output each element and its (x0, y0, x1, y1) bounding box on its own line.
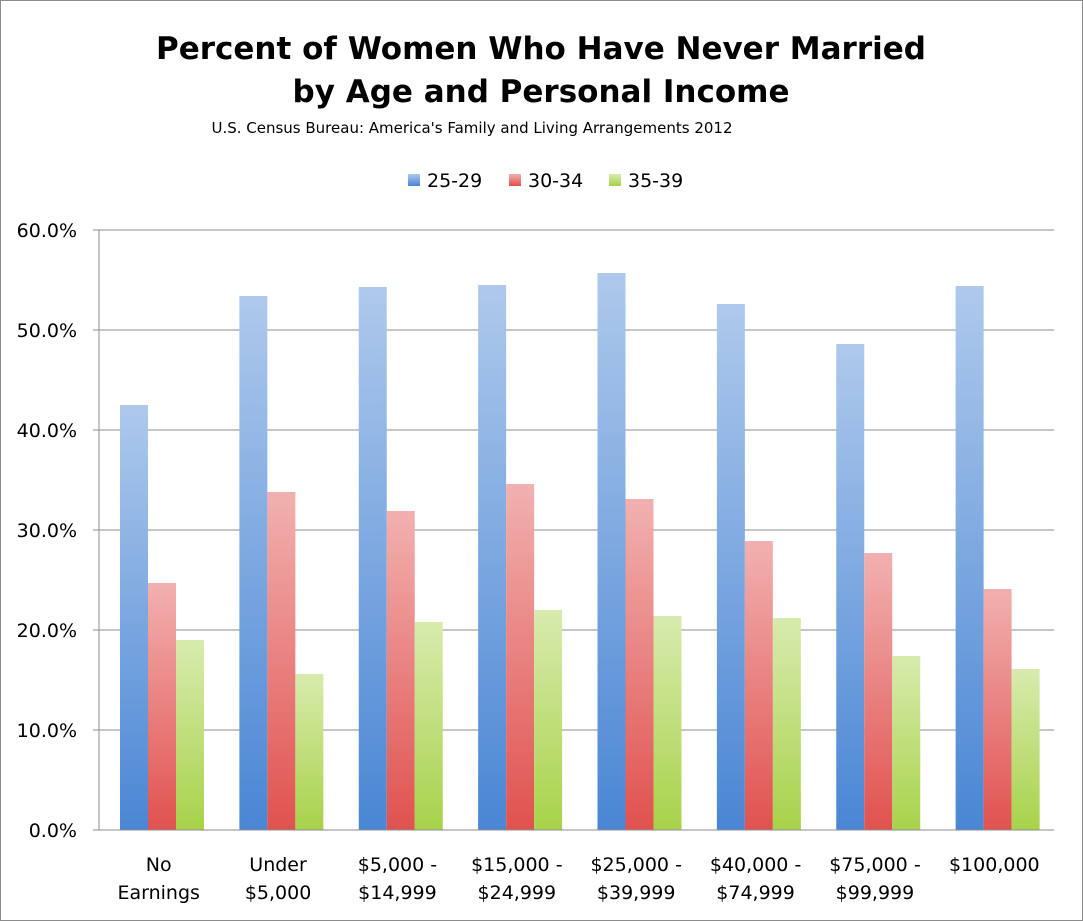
bar-25-29-1 (239, 296, 268, 830)
x-tick-label: $5,000 - (358, 854, 437, 876)
x-tick-label: Under (249, 854, 307, 876)
x-tick-label: $24,999 (478, 882, 557, 904)
bar-30-34-5 (744, 541, 773, 830)
x-tick-label: $74,999 (716, 882, 795, 904)
y-tick-label: 10.0% (17, 720, 77, 742)
y-tick-label: 20.0% (17, 620, 77, 642)
legend-swatch-30-34 (509, 174, 521, 186)
legend: 25-29 30-34 35-39 (408, 170, 683, 192)
bar-35-39-7 (1011, 669, 1040, 830)
x-tick-label: $39,999 (597, 882, 676, 904)
x-tick-label: $5,000 (245, 882, 311, 904)
chart-title-line-1: Percent of Women Who Have Never Married (156, 31, 926, 67)
bar-30-34-1 (267, 492, 296, 830)
y-axis: 0.0% 10.0% 20.0% 30.0% 40.0% 50.0% 60.0% (17, 220, 100, 842)
bar-30-34-6 (864, 553, 893, 830)
x-tick-label: $14,999 (358, 882, 437, 904)
x-tick-label: Earnings (117, 882, 199, 904)
x-tick-label: $40,000 - (710, 854, 801, 876)
bar-35-39-0 (176, 640, 204, 830)
bar-35-39-5 (772, 618, 801, 830)
bars (120, 273, 1040, 830)
bar-30-34-2 (386, 511, 415, 830)
bar-25-29-5 (716, 304, 745, 830)
x-tick-label: $100,000 (949, 854, 1040, 876)
bar-35-39-4 (653, 616, 682, 830)
bar-25-29-3 (478, 285, 507, 830)
legend-label-25-29: 25-29 (427, 170, 482, 192)
x-tick-label: $25,000 - (590, 854, 681, 876)
bar-25-29-7 (955, 286, 984, 830)
bar-35-39-6 (892, 656, 921, 830)
y-tick-label: 60.0% (17, 220, 77, 242)
x-tick-label: No (146, 854, 172, 876)
y-tick-label: 0.0% (29, 820, 77, 842)
y-tick-label: 50.0% (17, 320, 77, 342)
legend-label-35-39: 35-39 (628, 170, 683, 192)
legend-label-30-34: 30-34 (528, 170, 583, 192)
bar-30-34-0 (148, 583, 176, 830)
bar-35-39-3 (534, 610, 563, 830)
bar-35-39-1 (295, 674, 324, 830)
x-tick-label: $15,000 - (471, 854, 562, 876)
chart-title-line-2: by Age and Personal Income (293, 74, 790, 110)
x-tick-label: $99,999 (836, 882, 915, 904)
bar-25-29-0 (120, 405, 148, 830)
bar-25-29-4 (597, 273, 626, 830)
x-tick-label: $75,000 - (829, 854, 920, 876)
y-tick-label: 30.0% (17, 520, 77, 542)
legend-swatch-25-29 (408, 174, 420, 186)
bar-25-29-6 (836, 344, 865, 830)
bar-30-34-7 (983, 589, 1012, 830)
bar-25-29-2 (358, 287, 387, 830)
x-axis: No Earnings Under $5,000 $5,000 - $14,999 $15,… (99, 829, 1054, 904)
chart-subtitle: U.S. Census Bureau: America's Family and… (211, 119, 732, 137)
y-tick-label: 40.0% (17, 420, 77, 442)
bar-30-34-4 (625, 499, 654, 830)
bar-30-34-3 (506, 484, 535, 830)
legend-swatch-35-39 (609, 174, 621, 186)
bar-35-39-2 (414, 622, 443, 830)
